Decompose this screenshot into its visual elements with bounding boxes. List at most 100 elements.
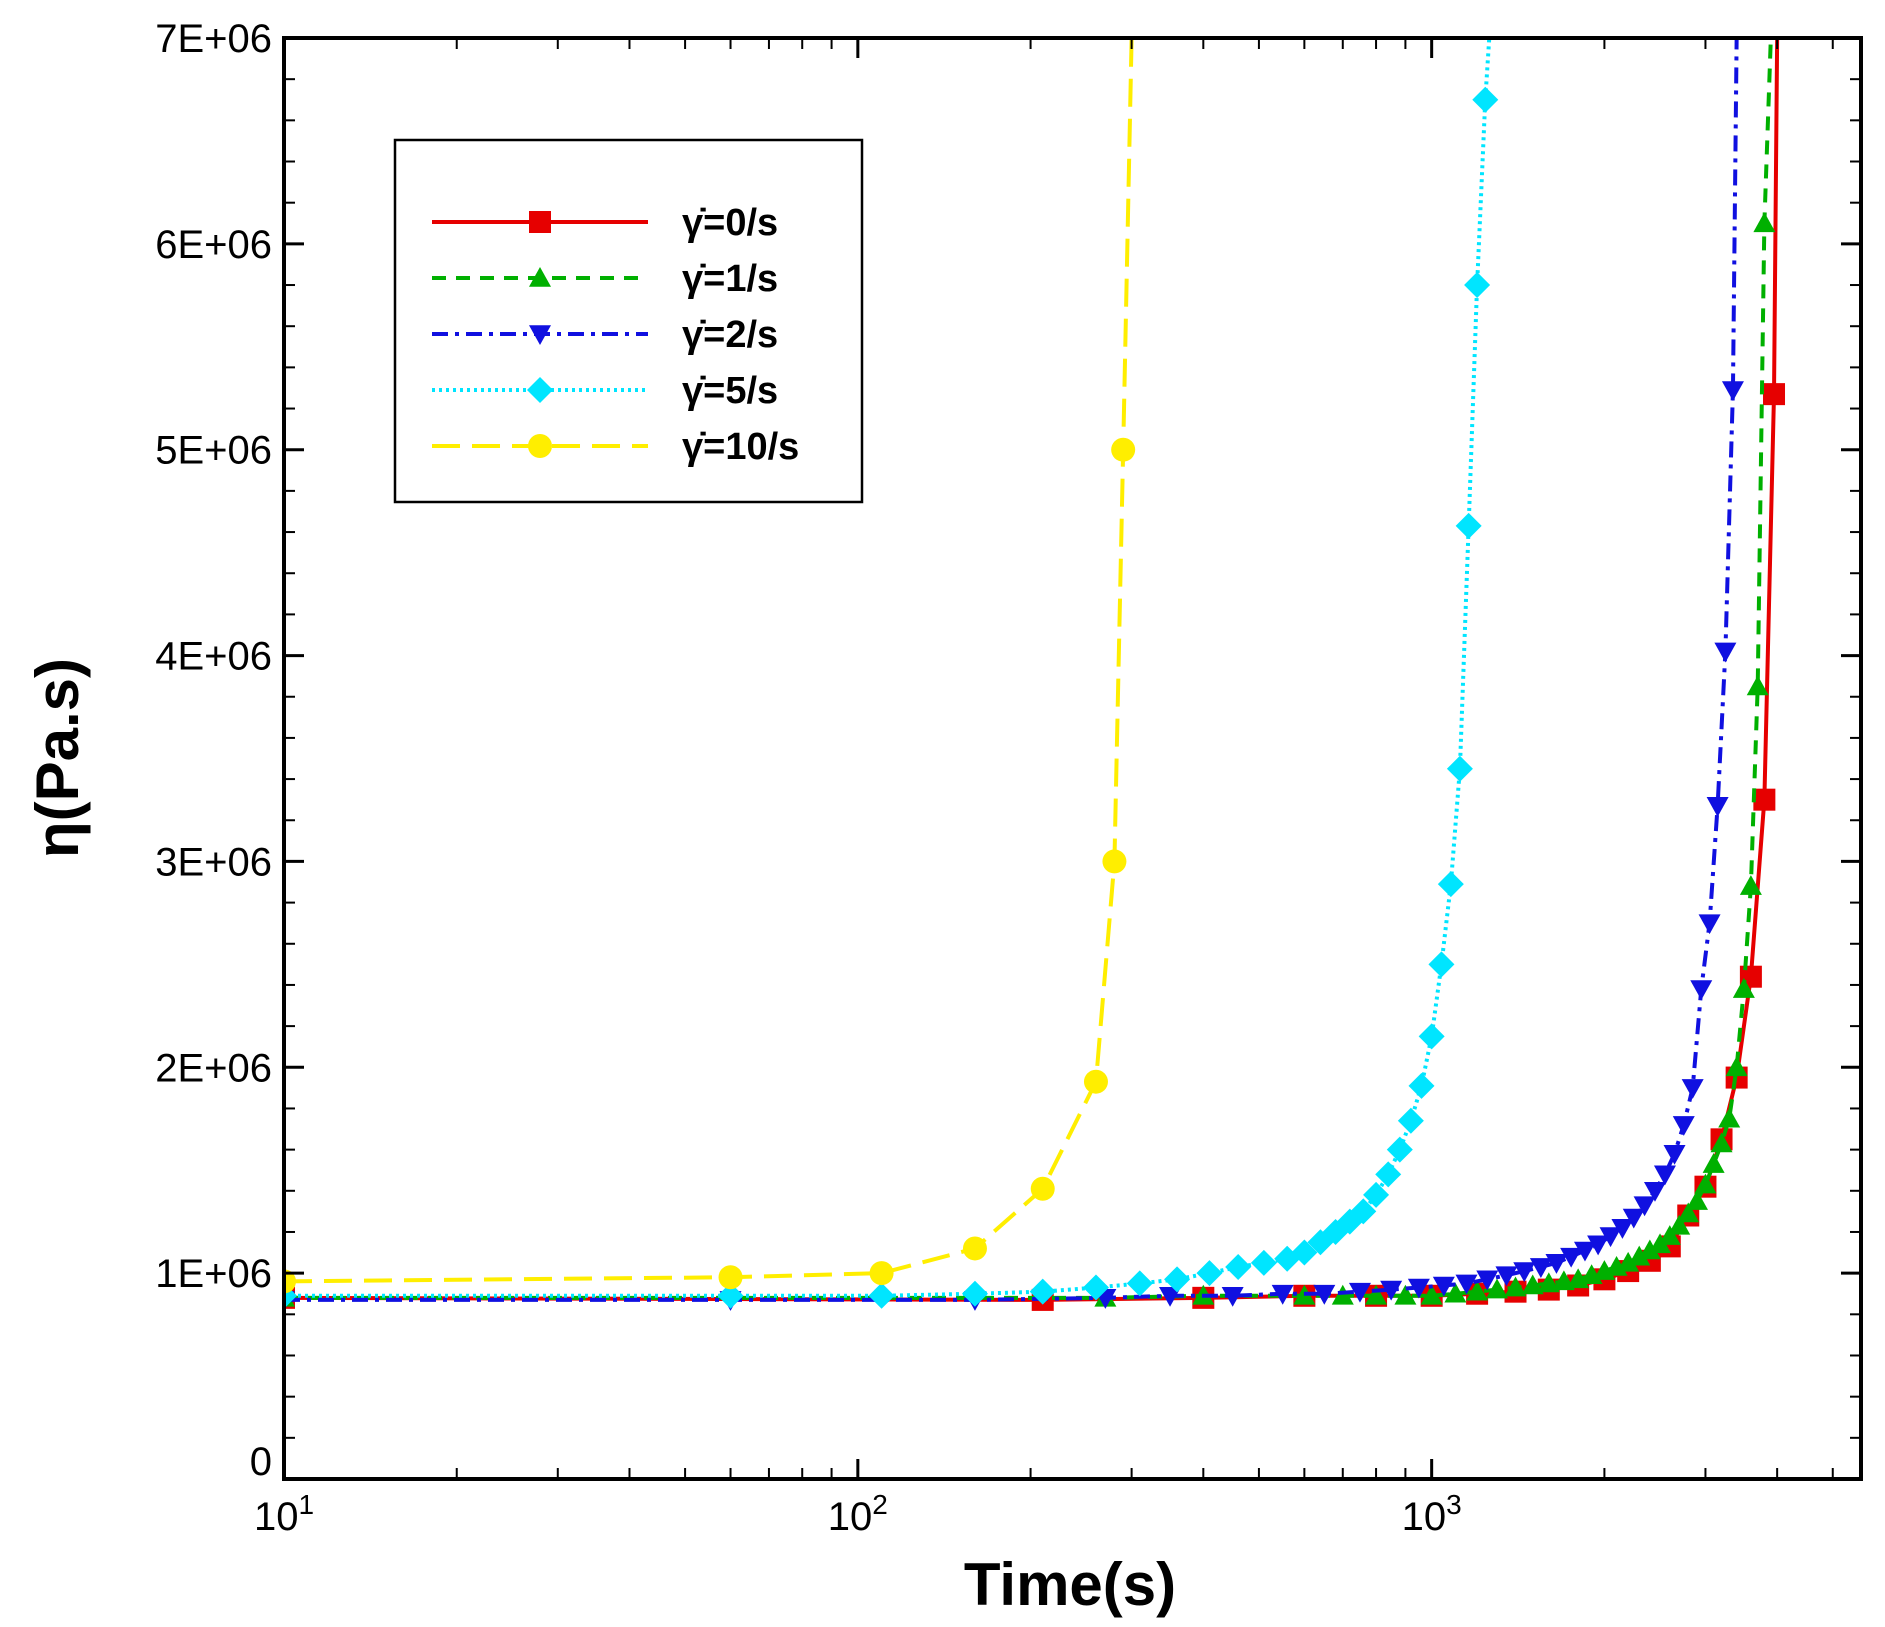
- x-axis-title: Time(s): [964, 1551, 1176, 1618]
- data-point: [1271, 1284, 1294, 1305]
- data-point: [1420, 1284, 1443, 1305]
- data-point: [1537, 1272, 1560, 1293]
- data-point: [1455, 1274, 1478, 1295]
- data-point: [869, 1261, 894, 1286]
- plot-area: [284, 38, 1786, 1311]
- data-point: [1486, 1278, 1509, 1299]
- y-axis: 0 1E+06 2E+06 3E+06 4E+06 5E+06 6E+06 7E+06: [155, 17, 1861, 1484]
- data-point: [1611, 1219, 1634, 1239]
- data-point: [1476, 1270, 1499, 1291]
- y-tick-label: 1E+06: [155, 1252, 272, 1296]
- series-2: [284, 38, 1744, 1311]
- data-point: [1706, 797, 1729, 817]
- data-point: [1753, 212, 1776, 233]
- data-point: [1681, 1079, 1704, 1099]
- data-point: [1560, 1247, 1583, 1268]
- y-tick-label: 6E+06: [155, 223, 272, 267]
- data-point: [1545, 1254, 1568, 1274]
- data-point: [1029, 1278, 1056, 1305]
- data-point: [1196, 1260, 1223, 1287]
- legend-box: [393, 138, 864, 504]
- data-point: [1126, 1270, 1153, 1297]
- data-point: [1348, 1282, 1371, 1303]
- data-point: [1628, 1245, 1651, 1266]
- data-point: [1418, 1023, 1445, 1050]
- data-point: [1083, 1069, 1108, 1094]
- legend-marker: [529, 267, 551, 287]
- legend-label: γ̇=0/s: [682, 202, 778, 244]
- data-point: [1455, 512, 1482, 539]
- data-point: [961, 1280, 988, 1307]
- data-point: [1030, 1176, 1055, 1201]
- data-point: [1466, 1280, 1489, 1301]
- data-point: [1472, 86, 1499, 113]
- data-point: [1291, 1239, 1318, 1266]
- data-point: [1587, 1235, 1610, 1256]
- legend-marker: [529, 325, 551, 345]
- data-point: [1718, 1107, 1741, 1128]
- x-tick-label: 102: [828, 1489, 888, 1539]
- data-point: [284, 1269, 296, 1294]
- data-point: [1690, 980, 1713, 1001]
- data-point: [1653, 1165, 1676, 1186]
- data-point: [1721, 381, 1744, 402]
- data-point: [1331, 1284, 1354, 1305]
- y-tick-label: 7E+06: [155, 17, 272, 61]
- y-tick-label: 0: [250, 1440, 272, 1484]
- plot-frame: [282, 36, 1863, 1481]
- data-point: [1437, 871, 1464, 898]
- data-point: [1428, 951, 1455, 978]
- data-point: [1350, 1198, 1377, 1225]
- data-point: [1444, 1282, 1467, 1303]
- data-point: [1225, 1253, 1252, 1280]
- data-point: [1446, 755, 1473, 782]
- data-point: [1397, 1107, 1424, 1134]
- legend-label: γ̇=5/s: [682, 370, 778, 412]
- data-point: [1753, 788, 1776, 811]
- data-point: [1725, 1056, 1748, 1077]
- data-point: [1658, 1225, 1681, 1245]
- y-axis-title: η(Pa.s): [24, 658, 91, 858]
- data-point: [1714, 642, 1737, 663]
- data-point: [1394, 1284, 1417, 1305]
- series-line: [284, 38, 1492, 1298]
- data-point: [1622, 1208, 1645, 1229]
- data-point: [1763, 383, 1786, 406]
- data-point: [868, 1282, 895, 1309]
- data-point: [1408, 1072, 1435, 1099]
- series-3: [284, 38, 1499, 1309]
- data-point: [1407, 1278, 1430, 1299]
- data-point: [1672, 1116, 1695, 1136]
- data-point: [1746, 675, 1769, 696]
- data-point: [1495, 1266, 1518, 1287]
- data-point: [717, 1282, 744, 1309]
- data-point: [1739, 875, 1762, 895]
- legend: γ̇=0/s γ̇=1/s γ̇=2/s γ̇=5/s γ̇=10/s: [393, 138, 864, 504]
- data-point: [1663, 1144, 1686, 1165]
- data-point: [1668, 1214, 1691, 1235]
- data-point: [1710, 1132, 1733, 1153]
- data-point: [1504, 1276, 1527, 1297]
- data-point: [1313, 1284, 1336, 1305]
- data-point: [1250, 1249, 1277, 1276]
- data-point: [1633, 1196, 1656, 1217]
- data-point: [1159, 1286, 1182, 1307]
- legend-marker: [527, 377, 553, 403]
- data-point: [1698, 914, 1721, 935]
- data-point: [1529, 1258, 1552, 1278]
- y-tick-label: 2E+06: [155, 1046, 272, 1090]
- x-tick-label: 101: [254, 1489, 314, 1539]
- data-point: [1375, 1161, 1402, 1188]
- data-point: [1638, 1239, 1661, 1260]
- y-tick-label: 4E+06: [155, 635, 272, 679]
- legend-label: γ̇=1/s: [682, 258, 778, 300]
- data-point: [1702, 1153, 1725, 1173]
- data-point: [1164, 1266, 1191, 1293]
- x-tick-label: 103: [1402, 1489, 1462, 1539]
- series-group: [284, 38, 1786, 1311]
- data-point: [1686, 1190, 1709, 1210]
- data-point: [1599, 1227, 1622, 1248]
- y-tick-label: 5E+06: [155, 429, 272, 473]
- x-axis: 101 102 103: [254, 38, 1834, 1539]
- legend-marker: [529, 211, 551, 233]
